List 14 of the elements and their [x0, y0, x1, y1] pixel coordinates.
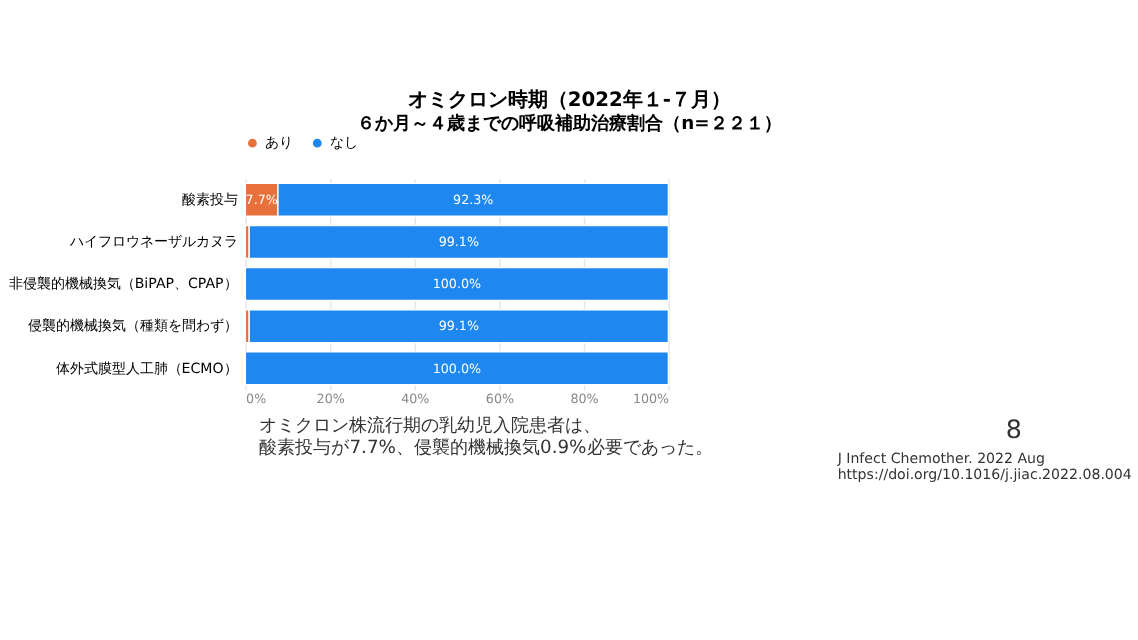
text: 酸素投与が7.7%、侵襲的機械換気0.9%必要であった。: [259, 437, 713, 460]
text: J Infect Chemother. 2022 Aug: [835, 449, 1046, 468]
legend-label: なし: [329, 133, 358, 152]
text: オミクロン株流行期の乳幼児入院患者は、: [259, 414, 602, 437]
text: 8: [1005, 413, 1022, 444]
y-tick-label: 酸素投与: [181, 190, 238, 209]
chart-title: オミクロン時期（2022年１-７月）: [407, 88, 731, 113]
y-tick-label: ハイフロウネーザルカヌラ: [67, 232, 238, 251]
y-tick-label: 体外式膜型人工肺（ECMO）: [55, 358, 238, 377]
text: https://doi.org/10.1016/j.jiac.2022.08.004: [837, 464, 1133, 483]
y-tick-label: 非侵襲的機械換気（BiPAP、CPAP）: [8, 274, 238, 293]
chart-subtitle: ６か月～４歳までの呼吸補助治療割合（n=２２１）: [357, 112, 782, 135]
legend-label: あり: [265, 133, 294, 152]
y-tick-label: 侵襲的機械換気（種類を問わず）: [27, 316, 238, 335]
